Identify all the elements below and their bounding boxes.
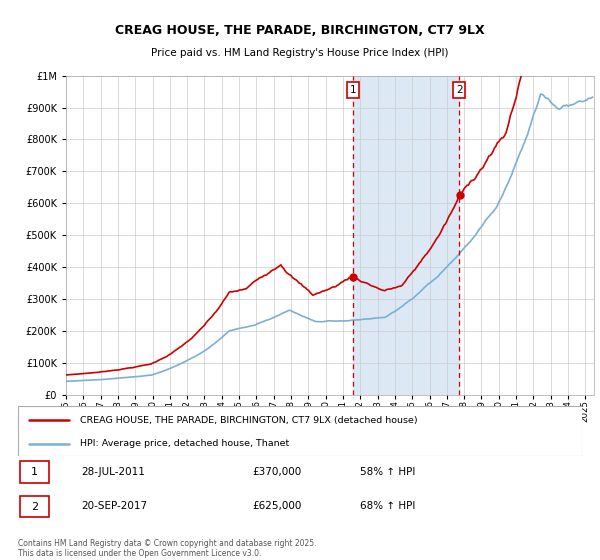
Text: 1: 1 [350, 85, 356, 95]
FancyBboxPatch shape [18, 406, 582, 456]
Text: 2: 2 [456, 85, 463, 95]
Text: Price paid vs. HM Land Registry's House Price Index (HPI): Price paid vs. HM Land Registry's House … [151, 48, 449, 58]
Text: 58% ↑ HPI: 58% ↑ HPI [360, 466, 415, 477]
Text: CREAG HOUSE, THE PARADE, BIRCHINGTON, CT7 9LX: CREAG HOUSE, THE PARADE, BIRCHINGTON, CT… [115, 24, 485, 38]
Text: CREAG HOUSE, THE PARADE, BIRCHINGTON, CT7 9LX (detached house): CREAG HOUSE, THE PARADE, BIRCHINGTON, CT… [80, 416, 418, 424]
Text: 68% ↑ HPI: 68% ↑ HPI [360, 501, 415, 511]
Text: 28-JUL-2011: 28-JUL-2011 [81, 466, 145, 477]
Text: £625,000: £625,000 [252, 501, 301, 511]
Text: HPI: Average price, detached house, Thanet: HPI: Average price, detached house, Than… [80, 439, 289, 449]
Text: 1: 1 [31, 467, 38, 477]
Text: Contains HM Land Registry data © Crown copyright and database right 2025.
This d: Contains HM Land Registry data © Crown c… [18, 539, 317, 558]
Text: £370,000: £370,000 [252, 466, 301, 477]
FancyBboxPatch shape [20, 496, 49, 517]
Bar [353, 76, 460, 395]
Text: 20-SEP-2017: 20-SEP-2017 [81, 501, 147, 511]
Text: 2: 2 [31, 502, 38, 512]
FancyBboxPatch shape [20, 461, 49, 483]
